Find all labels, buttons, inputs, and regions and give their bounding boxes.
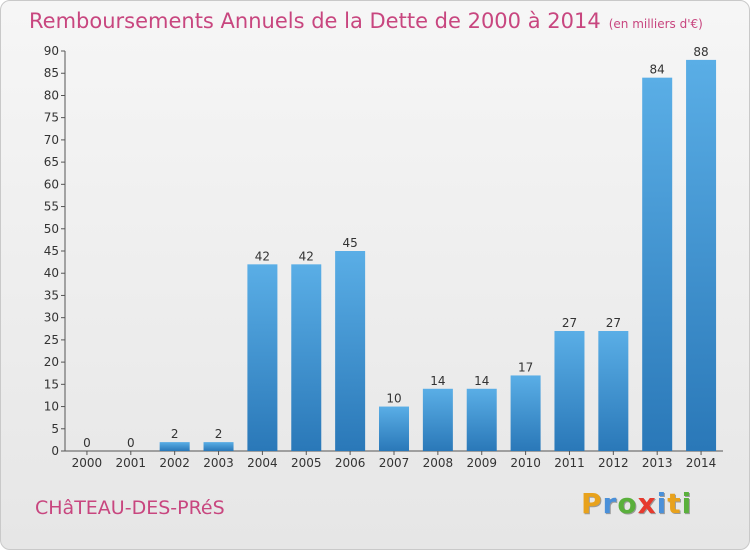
logo-letter: r	[602, 487, 618, 520]
bar	[335, 251, 366, 451]
x-tick-label: 2001	[116, 456, 147, 470]
y-tick-label: 35	[44, 288, 59, 302]
bar	[642, 77, 673, 452]
y-tick-label: 90	[44, 44, 59, 58]
x-tick-label: 2003	[203, 456, 234, 470]
bar	[466, 388, 497, 451]
bar-value-label: 45	[342, 236, 357, 250]
y-tick-label: 75	[44, 111, 59, 125]
x-tick-label: 2007	[379, 456, 410, 470]
logo-letter: i	[681, 487, 693, 520]
proxiti-logo: Proxiti	[581, 487, 692, 520]
x-tick-label: 2009	[466, 456, 497, 470]
bar	[379, 406, 409, 451]
commune-name: CHâTEAU-DES-PRéS	[35, 497, 225, 519]
logo-letter: x	[637, 487, 657, 520]
y-tick-label: 30	[44, 311, 59, 325]
y-tick-label: 50	[44, 222, 59, 236]
chart-title-text: Remboursements Annuels de la Dette de 20…	[29, 9, 601, 33]
y-tick-label: 40	[44, 266, 59, 280]
bar-value-label: 0	[83, 436, 91, 450]
y-tick-label: 85	[44, 66, 59, 80]
x-tick-label: 2004	[247, 456, 278, 470]
x-tick-label: 2008	[423, 456, 454, 470]
y-tick-label: 70	[44, 133, 59, 147]
bar	[598, 331, 629, 451]
bar	[422, 388, 453, 451]
y-tick-label: 15	[44, 377, 59, 391]
logo-letter: o	[617, 487, 638, 520]
bar-value-label: 10	[386, 392, 401, 406]
bars: 0 0 2 2 42 42 45 10 14 14 17 27 27 84 88	[83, 45, 717, 452]
x-tick-label: 2006	[335, 456, 366, 470]
bar-value-label: 2	[215, 427, 223, 441]
x-tick-label: 2005	[291, 456, 322, 470]
logo-letter: i	[656, 487, 668, 520]
bar	[247, 264, 278, 451]
x-tick-label: 2002	[159, 456, 190, 470]
bar-value-label: 27	[606, 316, 621, 330]
bar-value-label: 88	[693, 45, 708, 59]
bar	[203, 442, 234, 451]
chart-title: Remboursements Annuels de la Dette de 20…	[29, 9, 703, 33]
bar	[554, 331, 585, 451]
bar-value-label: 14	[474, 374, 489, 388]
y-tick-label: 25	[44, 333, 59, 347]
bar	[510, 375, 541, 451]
bar-value-label: 42	[299, 249, 314, 263]
bar-value-label: 17	[518, 360, 533, 374]
y-tick-label: 45	[44, 244, 59, 258]
x-tick-label: 2000	[72, 456, 103, 470]
y-tick-label: 10	[44, 400, 59, 414]
bar-value-label: 0	[127, 436, 135, 450]
bar-value-label: 14	[430, 374, 445, 388]
x-tick-label: 2013	[642, 456, 673, 470]
bar-value-label: 27	[562, 316, 577, 330]
bar-value-label: 2	[171, 427, 179, 441]
bar	[686, 59, 717, 452]
y-tick-label: 80	[44, 88, 59, 102]
bar-value-label: 42	[255, 249, 270, 263]
logo-letter: t	[667, 487, 682, 520]
y-tick-label: 0	[51, 444, 59, 458]
bar-value-label: 84	[650, 63, 665, 77]
y-tick-label: 20	[44, 355, 59, 369]
bar	[159, 442, 190, 451]
logo-letter: P	[581, 487, 603, 520]
y-tick-label: 5	[51, 422, 59, 436]
x-tick-label: 2011	[554, 456, 585, 470]
x-tick-label: 2010	[510, 456, 541, 470]
bar	[291, 264, 322, 451]
y-tick-label: 60	[44, 177, 59, 191]
y-tick-label: 55	[44, 200, 59, 214]
x-tick-label: 2012	[598, 456, 629, 470]
axes: 0510152025303540455055606570758085902000…	[44, 44, 723, 470]
y-tick-label: 65	[44, 155, 59, 169]
chart-subtitle: (en milliers d'€)	[608, 17, 703, 31]
x-tick-label: 2014	[686, 456, 717, 470]
